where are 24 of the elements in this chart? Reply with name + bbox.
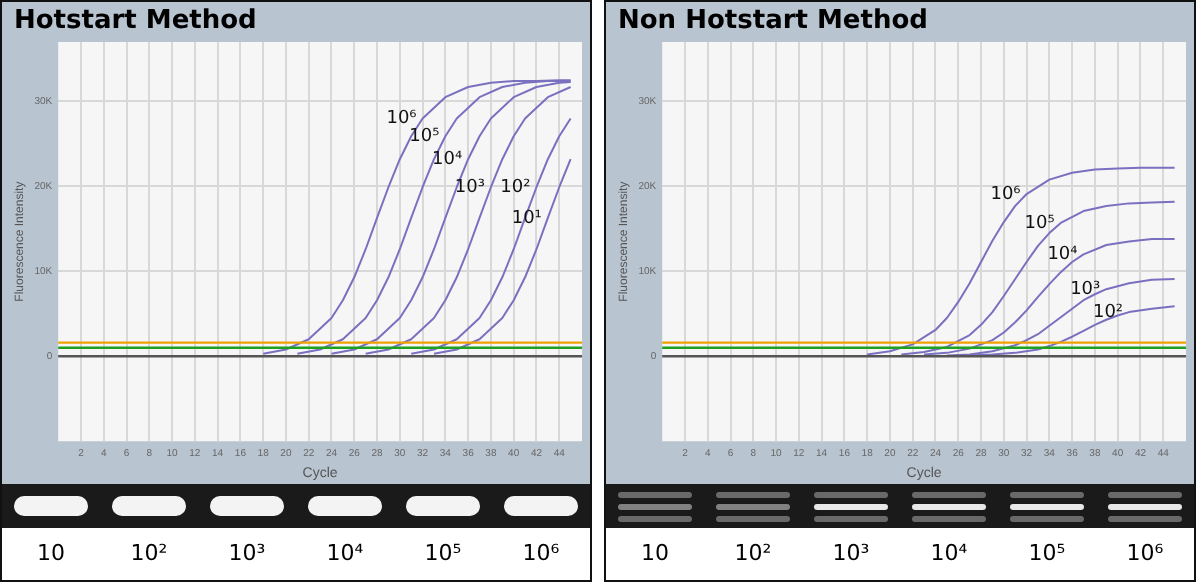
text: 10² [128, 538, 170, 570]
text: 10⁴ [928, 538, 970, 570]
text: 10 [639, 538, 671, 570]
series-label: 10⁶ [386, 109, 418, 130]
text: 10³ [226, 538, 268, 570]
series-label: 10² [500, 177, 532, 198]
chart-title: Hotstart Method [14, 6, 257, 36]
series-label: 10² [1092, 302, 1124, 323]
text: 10 [35, 538, 67, 570]
text: 10⁶ [1124, 538, 1166, 570]
text: 10² [732, 538, 774, 570]
series-label: 10⁵ [1024, 213, 1056, 234]
text: 10⁶ [520, 538, 562, 570]
series-label: 10³ [454, 177, 486, 198]
series-label: 10⁴ [1047, 245, 1079, 266]
series-label: 10³ [1070, 279, 1102, 300]
text: 10⁵ [1026, 538, 1068, 570]
chart-title: Non Hotstart Method [618, 6, 928, 36]
series-label: 10⁵ [409, 126, 441, 147]
series-label: 10⁶ [990, 184, 1022, 205]
series-label: 10⁴ [432, 149, 463, 170]
text: 10⁵ [422, 538, 464, 570]
text: 10³ [830, 538, 872, 570]
text: 10⁴ [324, 538, 366, 570]
